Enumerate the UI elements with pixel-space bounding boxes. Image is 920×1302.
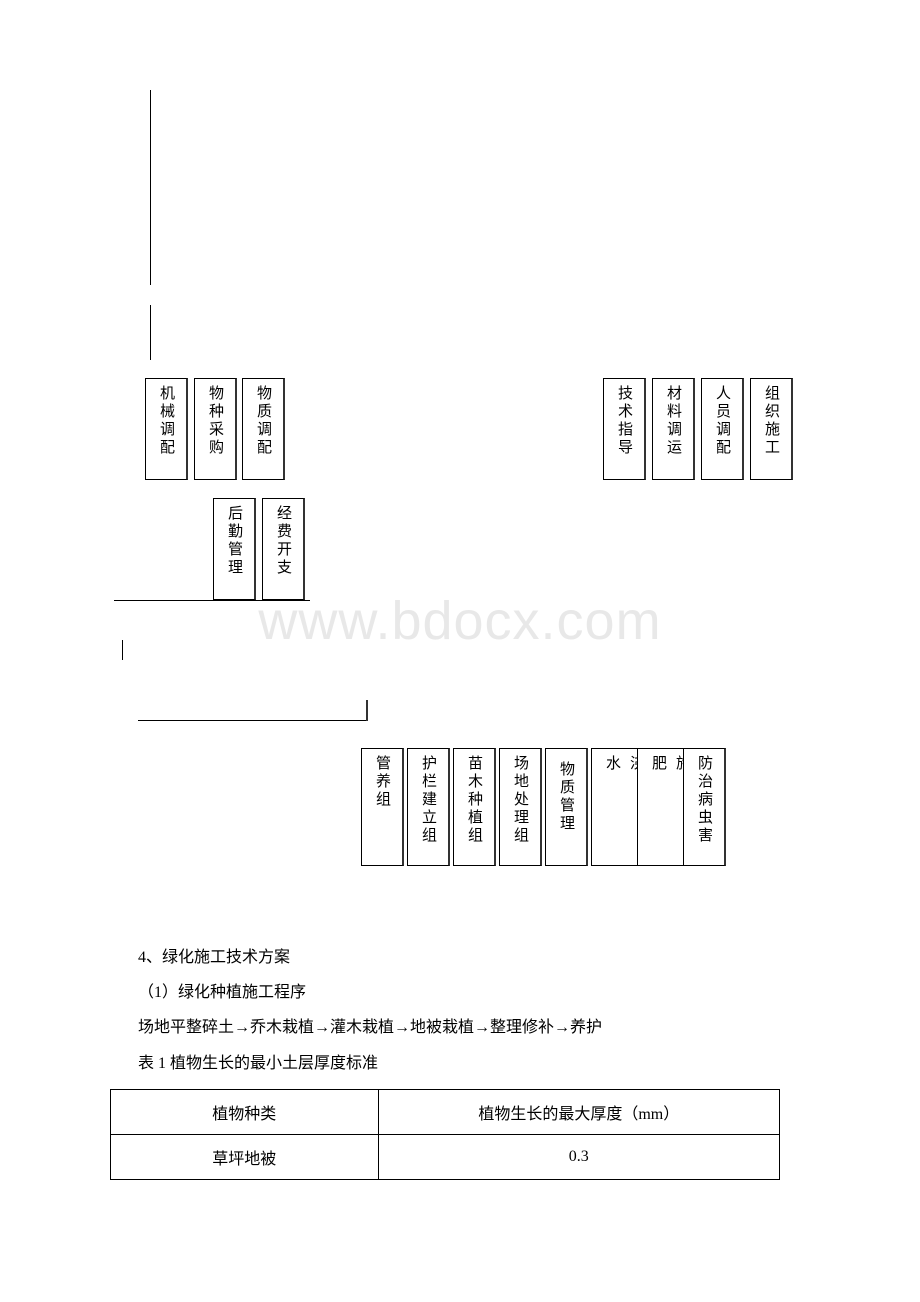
content-section: 4、绿化施工技术方案 （1）绿化种植施工程序 场地平整碎土→乔木栽植→灌木栽植→… bbox=[138, 940, 810, 1180]
table-cell: 0.3 bbox=[378, 1134, 779, 1179]
org-box-expense: 经费开支 bbox=[262, 498, 305, 600]
connector-line bbox=[114, 600, 310, 601]
org-box-maintenance: 管养组 bbox=[361, 748, 404, 866]
org-box-pest-control: 防治病虫害 bbox=[683, 748, 726, 866]
watermark-text: www.bdocx.com bbox=[258, 590, 661, 652]
org-box-personnel: 人员调配 bbox=[701, 378, 744, 480]
org-box-tech-guide: 技术指导 bbox=[603, 378, 646, 480]
table-row: 草坪地被 0.3 bbox=[111, 1134, 780, 1179]
connector-line bbox=[150, 305, 151, 360]
org-box-org-construct: 组织施工 bbox=[750, 378, 793, 480]
org-box-seedling: 苗木种植组 bbox=[453, 748, 496, 866]
connector-line bbox=[150, 90, 151, 285]
connector-line bbox=[138, 720, 368, 721]
table-cell: 草坪地被 bbox=[111, 1134, 379, 1179]
sub-heading-1: （1）绿化种植施工程序 bbox=[138, 975, 810, 1010]
org-box-machinery: 机械调配 bbox=[145, 378, 188, 480]
org-box-site-prep: 场地处理组 bbox=[499, 748, 542, 866]
table-header-row: 植物种类 植物生长的最大厚度（mm） bbox=[111, 1089, 780, 1134]
table-header-cell: 植物种类 bbox=[111, 1089, 379, 1134]
soil-thickness-table: 植物种类 植物生长的最大厚度（mm） 草坪地被 0.3 bbox=[110, 1089, 780, 1180]
table-header-cell: 植物生长的最大厚度（mm） bbox=[378, 1089, 779, 1134]
table-caption: 表 1 植物生长的最小土层厚度标准 bbox=[138, 1046, 810, 1081]
org-box-species-procure: 物种采购 bbox=[194, 378, 237, 480]
connector-line bbox=[366, 700, 368, 721]
org-box-material-mgmt: 物质管理 bbox=[545, 748, 588, 866]
box-label-bottom: 肥 bbox=[650, 755, 666, 773]
heading-4: 4、绿化施工技术方案 bbox=[138, 940, 810, 975]
org-box-material-transport: 材料调运 bbox=[652, 378, 695, 480]
org-box-material-alloc: 物质调配 bbox=[242, 378, 285, 480]
org-box-logistics: 后勤管理 bbox=[213, 498, 256, 600]
connector-line bbox=[122, 640, 123, 660]
box-label-bottom: 水 bbox=[604, 755, 620, 773]
org-box-fence: 护栏建立组 bbox=[407, 748, 450, 866]
process-flow: 场地平整碎土→乔木栽植→灌木栽植→地被栽植→整理修补→养护 bbox=[138, 1010, 810, 1045]
